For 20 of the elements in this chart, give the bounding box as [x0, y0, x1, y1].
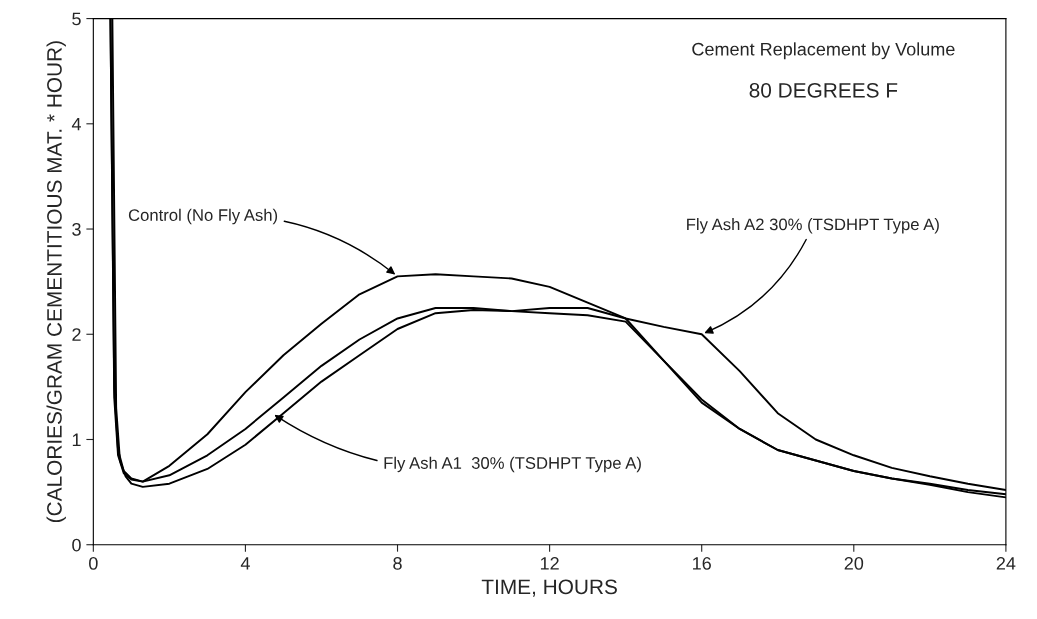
x-tick-label: 24: [996, 557, 1016, 570]
x-tick-label: 0: [89, 557, 98, 570]
annotation: Fly Ash A2 30% (TSDHPT Type A): [687, 218, 939, 234]
x-tick-label: 12: [540, 557, 559, 570]
annotation: Control (No Fly Ash): [128, 208, 278, 225]
annotation: 80 DEGREES F: [749, 82, 898, 98]
y-tick-label: 0: [72, 538, 81, 552]
annotation: Cement Replacement by Volume: [692, 42, 955, 60]
y-axis-title: (CALORIES/GRAM CEMENTITIOUS MAT. * HOUR): [46, 41, 66, 523]
y-tick-label: 2: [72, 328, 81, 341]
annotation: Fly Ash A1 30% (TSDHPT Type A): [384, 456, 641, 473]
x-axis-title: TIME, HOURS: [481, 579, 617, 597]
y-tick-label: 5: [72, 12, 81, 26]
y-tick-label: 1: [72, 433, 81, 447]
x-tick-label: 16: [693, 557, 711, 570]
x-tick-label: 20: [844, 557, 864, 570]
x-tick-label: 8: [393, 557, 402, 570]
x-tick-label: 4: [240, 557, 250, 570]
y-tick-label: 3: [72, 222, 81, 236]
y-tick-label: 4: [71, 117, 81, 131]
